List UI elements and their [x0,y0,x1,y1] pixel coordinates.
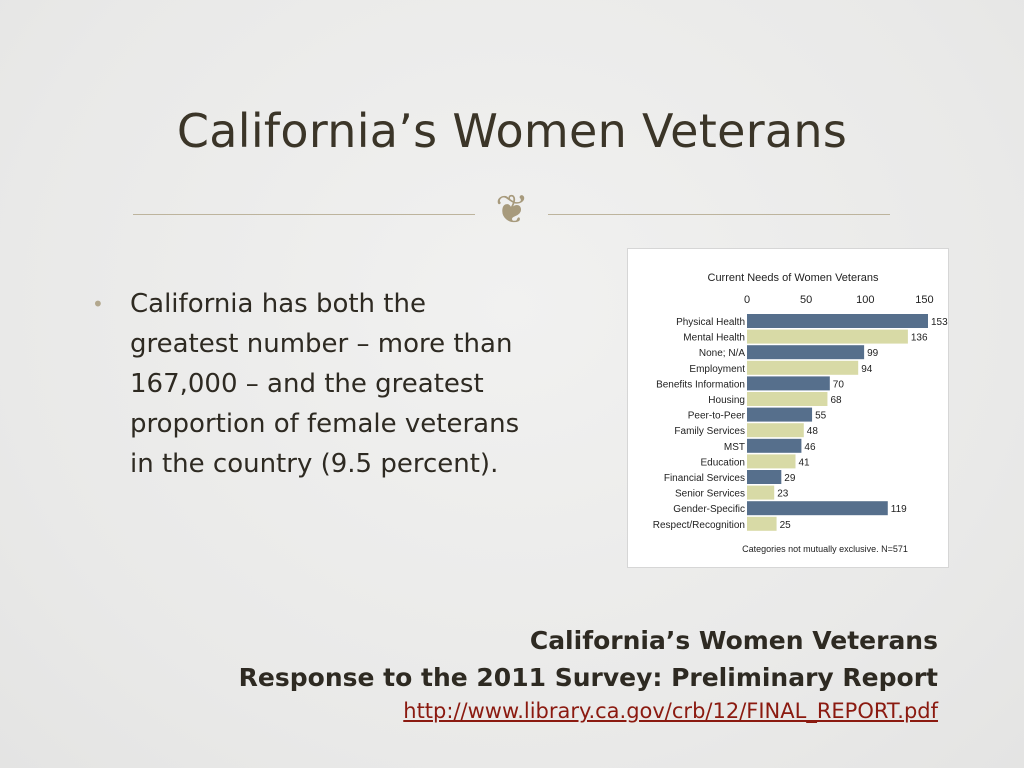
bar [747,392,828,406]
value-label: 48 [807,426,819,437]
value-label: 70 [833,379,845,390]
category-label: Peer-to-Peer [688,411,746,422]
category-label: Financial Services [664,473,745,484]
chart-footnote: Categories not mutually exclusive. N=571 [742,544,908,554]
divider-line-right [548,214,890,215]
category-label: Respect/Recognition [653,520,745,531]
category-label: Education [701,457,745,468]
source-link[interactable]: http://www.library.ca.gov/crb/12/FINAL_R… [403,699,938,723]
category-label: Benefits Information [656,379,745,390]
bar [747,485,775,500]
value-label: 25 [780,520,792,531]
category-label: Physical Health [676,317,745,328]
source-title: California’s Women Veterans [529,626,938,655]
category-label: Mental Health [683,333,745,344]
bar-chart: Current Needs of Women Veterans 0 50 100 15… [627,248,949,568]
bullet-item: • California has both the greatest numbe… [92,284,542,484]
bar [747,329,908,344]
bullet-marker: • [92,292,104,316]
bullet-text: California has both the greatest number … [130,289,520,479]
value-label: 41 [799,457,811,468]
bar [747,376,830,391]
category-label: Employment [689,364,745,375]
bullet-list: • California has both the greatest numbe… [92,284,542,484]
slide-title: California’s Women Veterans [176,104,848,158]
bar [747,470,782,484]
value-label: 29 [784,473,796,484]
source-subtitle: Response to the 2011 Survey: Preliminary… [238,663,938,692]
fleuron-ornament-icon: ❦ [495,187,529,233]
value-label: 99 [867,348,879,359]
bar [747,345,865,360]
chart-title: Current Needs of Women Veterans [708,272,879,284]
value-label: 68 [830,395,842,406]
category-label: Family Services [674,426,745,437]
value-label: 119 [891,504,907,515]
bar [747,516,777,531]
value-label: 23 [777,489,789,500]
category-label: Gender-Specific [673,504,745,515]
value-label: 46 [804,442,816,453]
source-citation: California’s Women Veterans Response to … [239,622,938,726]
x-tick-label: 100 [856,294,874,306]
bar [747,454,796,469]
chart-canvas: Current Needs of Women Veterans 0 50 100 15… [653,272,948,554]
bar [747,360,859,375]
value-label: 94 [861,364,873,375]
value-label: 153 [931,317,948,328]
category-label: MST [724,442,745,453]
value-label: 136 [911,333,928,344]
title-divider: ❦ [0,187,1024,233]
bar [747,423,804,438]
x-tick-label: 50 [800,294,812,306]
category-label: Senior Services [675,489,745,500]
bar [747,501,888,516]
category-label: None; N/A [699,348,745,359]
x-tick-label: 0 [744,294,750,306]
x-tick-label: 150 [915,294,933,306]
value-label: 55 [815,411,827,422]
bar [747,407,813,422]
divider-line-left [133,214,475,215]
x-axis: 0 50 100 150 [744,294,934,306]
bar [747,314,928,328]
category-label: Housing [708,395,745,406]
bars: Physical Health 153 Mental Health 136 None; … [653,314,948,531]
bar [747,438,802,453]
